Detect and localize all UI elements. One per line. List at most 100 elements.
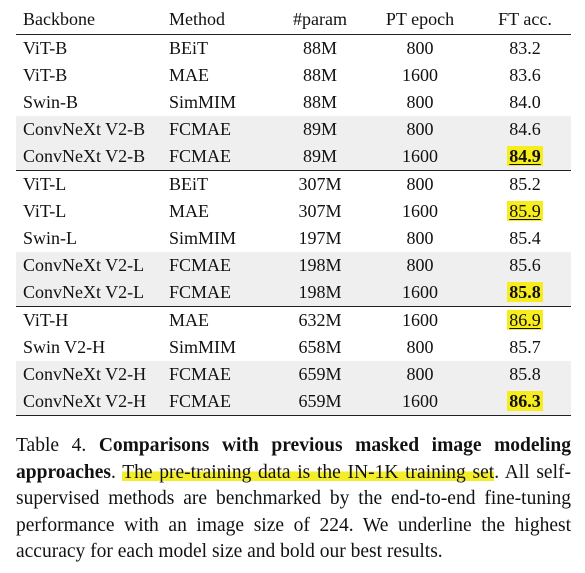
cell-backbone-text: ConvNeXt V2-H <box>23 364 147 384</box>
cell-param-text: 88M <box>302 65 337 85</box>
cell-pt-epoch-text: 1600 <box>402 201 438 221</box>
cell-method-text: FCMAE <box>169 119 232 139</box>
cell-ft-acc: 84.6 <box>479 116 571 143</box>
cell-ft-acc: 85.6 <box>479 252 571 279</box>
cell-backbone: ConvNeXt V2-B <box>16 143 169 171</box>
cell-pt-epoch-text: 1600 <box>402 146 438 166</box>
cell-pt-epoch: 800 <box>361 170 479 198</box>
cell-method: BEiT <box>169 35 279 63</box>
cell-param: 198M <box>279 279 361 307</box>
cell-ft-acc-text: 85.8 <box>507 282 543 302</box>
cell-pt-epoch: 1600 <box>361 198 479 225</box>
cell-backbone: Swin V2-H <box>16 334 169 361</box>
cell-ft-acc-text: 85.7 <box>509 337 541 357</box>
cell-pt-epoch-text: 800 <box>406 228 434 248</box>
cell-ft-acc-text: 83.2 <box>509 38 541 58</box>
cell-param: 659M <box>279 388 361 416</box>
cell-method-text: FCMAE <box>169 364 232 384</box>
cell-method-text: SimMIM <box>169 337 237 357</box>
table-row: ConvNeXt V2-H FCMAE 659M 1600 86.3 <box>16 388 571 416</box>
cell-method: MAE <box>169 62 279 89</box>
cell-pt-epoch-text: 800 <box>406 174 434 194</box>
cell-method: BEiT <box>169 170 279 198</box>
cell-ft-acc-text: 85.6 <box>509 255 541 275</box>
table-row: Swin-B SimMIM 88M 800 84.0 <box>16 89 571 116</box>
caption-label: Table 4. <box>16 435 87 456</box>
cell-ft-acc-text: 84.0 <box>509 92 541 112</box>
cell-pt-epoch: 800 <box>361 252 479 279</box>
table-row: ConvNeXt V2-L FCMAE 198M 1600 85.8 <box>16 279 571 307</box>
cell-ft-acc: 85.8 <box>479 361 571 388</box>
cell-backbone-text: ConvNeXt V2-B <box>23 146 146 166</box>
cell-ft-acc-text: 85.4 <box>509 228 541 248</box>
table-row: Swin-L SimMIM 197M 800 85.4 <box>16 225 571 252</box>
cell-backbone-text: Swin-L <box>23 228 77 248</box>
cell-method-text: MAE <box>169 201 209 221</box>
table-row: ViT-B BEiT 88M 800 83.2 <box>16 35 571 63</box>
cell-backbone-text: Swin-B <box>23 92 79 112</box>
table-row: ViT-B MAE 88M 1600 83.6 <box>16 62 571 89</box>
cell-param: 89M <box>279 116 361 143</box>
cell-backbone-text: ConvNeXt V2-L <box>23 282 145 302</box>
cell-pt-epoch: 800 <box>361 361 479 388</box>
results-table: Backbone Method #param PT epoch FT acc. … <box>16 4 571 416</box>
table-row: ConvNeXt V2-L FCMAE 198M 800 85.6 <box>16 252 571 279</box>
cell-ft-acc: 84.0 <box>479 89 571 116</box>
cell-pt-epoch-text: 1600 <box>402 310 438 330</box>
cell-ft-acc: 86.3 <box>479 388 571 416</box>
cell-ft-acc-text: 85.2 <box>509 174 541 194</box>
cell-method: MAE <box>169 306 279 334</box>
cell-backbone: ViT-L <box>16 198 169 225</box>
cell-param-text: 198M <box>298 255 342 275</box>
cell-backbone: ViT-L <box>16 170 169 198</box>
cell-method: MAE <box>169 198 279 225</box>
cell-ft-acc: 85.8 <box>479 279 571 307</box>
cell-pt-epoch: 800 <box>361 89 479 116</box>
cell-param-text: 659M <box>298 364 342 384</box>
cell-pt-epoch-text: 1600 <box>402 391 438 411</box>
cell-backbone-text: ConvNeXt V2-H <box>23 391 147 411</box>
cell-pt-epoch: 800 <box>361 334 479 361</box>
cell-pt-epoch-text: 800 <box>406 92 434 112</box>
cell-param-text: 198M <box>298 282 342 302</box>
cell-ft-acc: 84.9 <box>479 143 571 171</box>
cell-method: FCMAE <box>169 116 279 143</box>
cell-param-text: 658M <box>298 337 342 357</box>
cell-param: 88M <box>279 89 361 116</box>
cell-backbone-text: Swin V2-H <box>23 337 106 357</box>
cell-param: 198M <box>279 252 361 279</box>
table-row: Swin V2-H SimMIM 658M 800 85.7 <box>16 334 571 361</box>
cell-backbone: Swin-L <box>16 225 169 252</box>
cell-param-text: 88M <box>302 38 337 58</box>
cell-method: SimMIM <box>169 334 279 361</box>
cell-method: FCMAE <box>169 252 279 279</box>
cell-param: 658M <box>279 334 361 361</box>
cell-param: 307M <box>279 198 361 225</box>
cell-pt-epoch-text: 1600 <box>402 65 438 85</box>
table-row: ConvNeXt V2-H FCMAE 659M 800 85.8 <box>16 361 571 388</box>
cell-method-text: SimMIM <box>169 228 237 248</box>
cell-ft-acc: 86.9 <box>479 306 571 334</box>
cell-backbone-text: ConvNeXt V2-L <box>23 255 145 275</box>
cell-ft-acc-text: 86.9 <box>507 310 543 330</box>
cell-backbone: ConvNeXt V2-H <box>16 361 169 388</box>
cell-backbone: ConvNeXt V2-B <box>16 116 169 143</box>
table-row: ConvNeXt V2-B FCMAE 89M 800 84.6 <box>16 116 571 143</box>
table-caption: Table 4. Comparisons with previous maske… <box>16 433 571 566</box>
cell-ft-acc-text: 84.9 <box>507 146 543 166</box>
caption-title: Comparisons with previous masked image m… <box>16 435 571 483</box>
cell-backbone: ViT-B <box>16 35 169 63</box>
cell-param-text: 89M <box>302 119 337 139</box>
cell-backbone: ViT-B <box>16 62 169 89</box>
cell-method-text: BEiT <box>169 38 208 58</box>
cell-ft-acc: 85.2 <box>479 170 571 198</box>
cell-ft-acc: 85.7 <box>479 334 571 361</box>
cell-param: 89M <box>279 143 361 171</box>
table-row: ViT-L MAE 307M 1600 85.9 <box>16 198 571 225</box>
cell-method: FCMAE <box>169 279 279 307</box>
cell-pt-epoch: 1600 <box>361 143 479 171</box>
cell-param-text: 307M <box>298 174 342 194</box>
cell-method: FCMAE <box>169 361 279 388</box>
cell-method: FCMAE <box>169 388 279 416</box>
cell-pt-epoch: 1600 <box>361 279 479 307</box>
